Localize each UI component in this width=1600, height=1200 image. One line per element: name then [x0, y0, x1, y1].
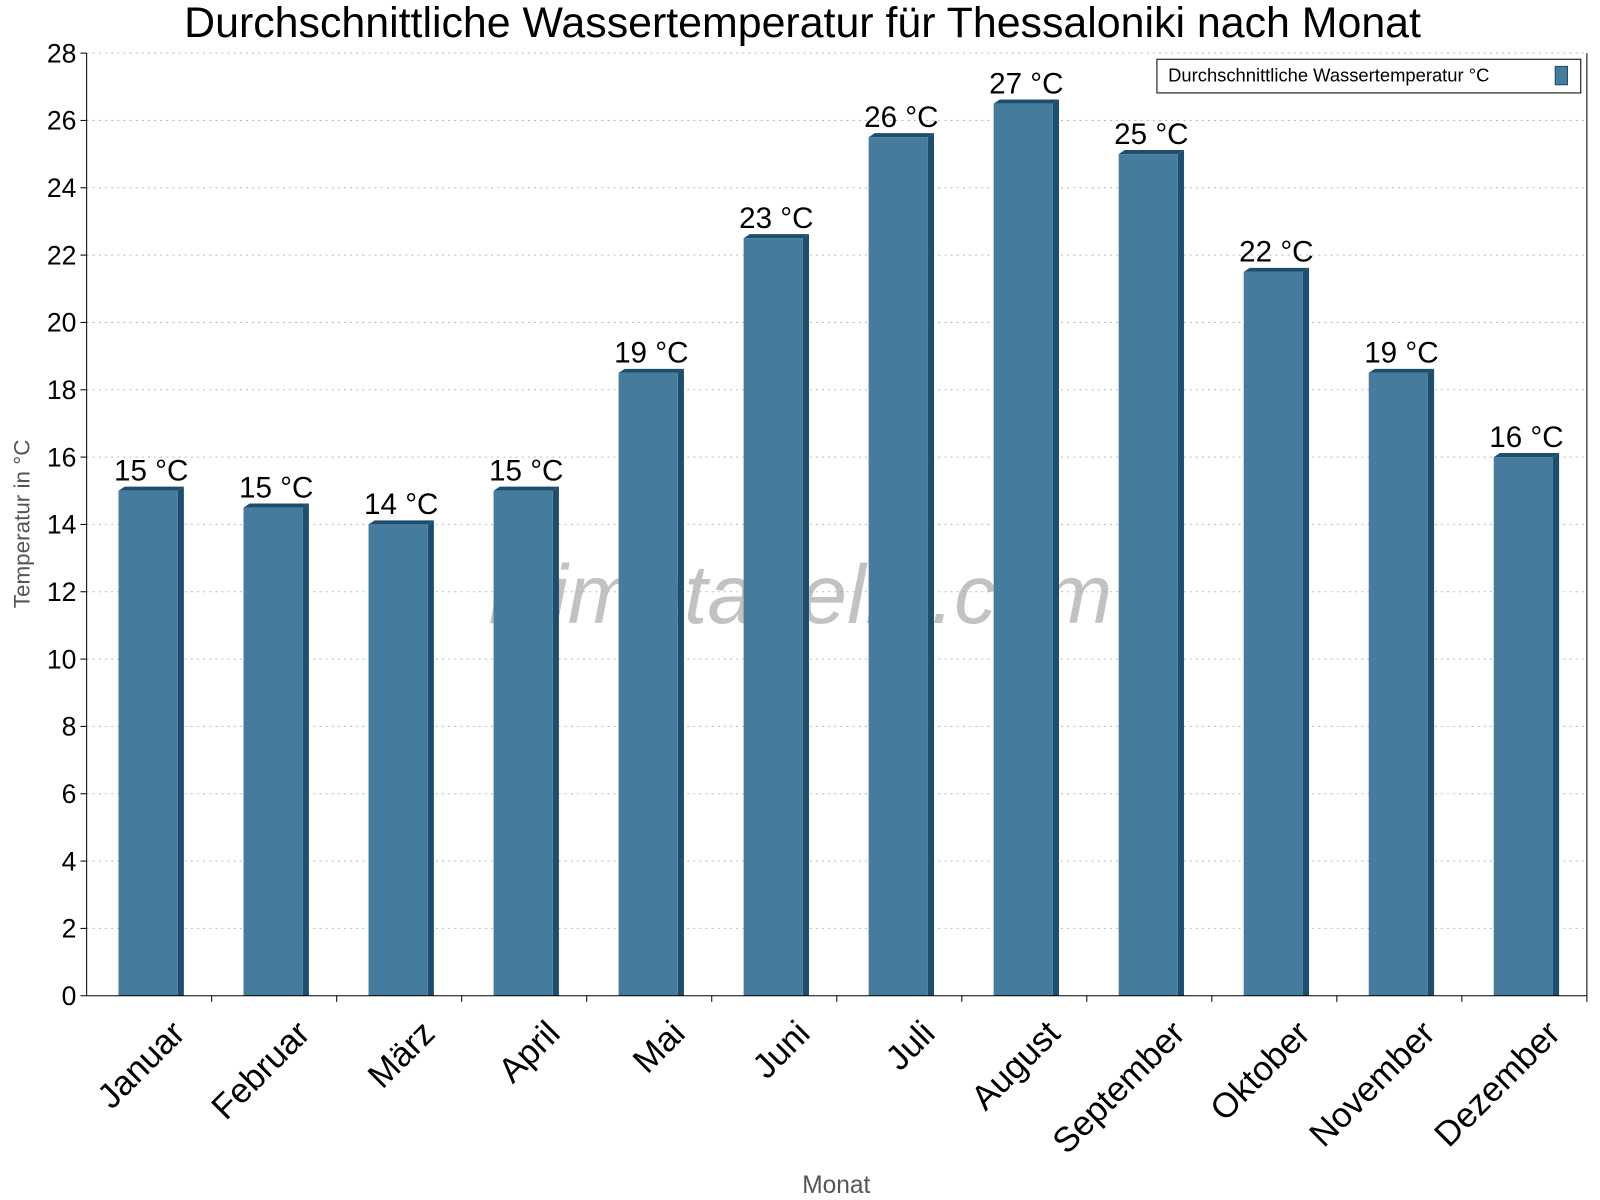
bar	[1368, 372, 1428, 996]
data-label: 26 °C	[864, 101, 938, 134]
bar-top	[618, 368, 684, 373]
y-tick-label: 24	[47, 173, 77, 203]
y-tick-label: 26	[47, 106, 77, 136]
bar-side	[177, 486, 184, 996]
data-label: 22 °C	[1239, 236, 1313, 269]
bar	[743, 238, 803, 996]
x-tick-label: September	[1046, 1014, 1193, 1161]
bar-top	[493, 486, 559, 491]
data-label: 15 °C	[239, 471, 313, 504]
data-label: 19 °C	[614, 337, 688, 370]
bar-side	[552, 486, 559, 996]
bar-top	[1243, 267, 1310, 272]
y-tick-label: 2	[62, 914, 77, 944]
bar-side	[1052, 99, 1060, 996]
x-tick-label: Juli	[879, 1014, 943, 1078]
y-tick-label: 12	[47, 577, 77, 607]
data-label: 19 °C	[1364, 337, 1438, 370]
y-tick-label: 20	[47, 308, 77, 338]
bar-top	[118, 486, 184, 491]
bar	[1243, 271, 1303, 996]
y-tick-label: 0	[62, 981, 77, 1011]
x-tick-label: Dezember	[1428, 1014, 1568, 1154]
bar-top	[1368, 368, 1435, 373]
bar-side	[927, 133, 934, 996]
x-tick-label: Mai	[626, 1014, 692, 1080]
bar-side	[427, 520, 434, 996]
y-tick-label: 16	[47, 442, 77, 472]
y-tick-label: 18	[47, 375, 77, 405]
bar	[368, 524, 428, 996]
bar-side	[802, 234, 809, 996]
x-tick-label: Juni	[746, 1014, 818, 1086]
x-tick-label: November	[1303, 1014, 1443, 1154]
data-label: 16 °C	[1489, 421, 1563, 454]
bar-top	[743, 234, 809, 239]
bar	[618, 372, 678, 996]
bar-top	[243, 503, 309, 508]
legend-swatch	[1554, 65, 1568, 86]
bar	[868, 137, 928, 996]
bar	[118, 490, 178, 996]
y-tick-label: 14	[47, 510, 77, 540]
data-label: 14 °C	[364, 488, 438, 521]
bar	[1118, 154, 1178, 996]
y-tick-label: 10	[47, 644, 77, 674]
x-tick-label: April	[491, 1014, 567, 1090]
bar-side	[1552, 453, 1560, 996]
y-tick-label: 28	[47, 38, 77, 68]
y-axis-label: Temperatur in °C	[9, 440, 34, 609]
legend-label: Durchschnittliche Wassertemperatur °C	[1168, 65, 1489, 86]
x-tick-label: Januar	[90, 1014, 192, 1116]
data-label: 25 °C	[1114, 118, 1188, 151]
bar	[243, 507, 303, 996]
y-tick-label: 8	[62, 712, 77, 742]
bar-top	[368, 520, 434, 525]
chart-title: Durchschnittliche Wassertemperatur für T…	[184, 0, 1421, 47]
x-tick-label: Oktober	[1203, 1014, 1317, 1128]
bar-side	[1427, 368, 1435, 996]
x-tick-label: August	[964, 1014, 1068, 1118]
y-tick-label: 6	[62, 779, 77, 809]
data-label: 23 °C	[739, 202, 813, 235]
bar-top	[868, 133, 934, 138]
y-tick-label: 4	[62, 846, 77, 876]
x-axis-label: Monat	[802, 1172, 870, 1199]
bar-top	[1118, 150, 1185, 155]
data-label: 15 °C	[489, 455, 563, 488]
bar-side	[1177, 150, 1185, 996]
bar	[1493, 457, 1553, 996]
legend: Durchschnittliche Wassertemperatur °C	[1156, 58, 1582, 94]
bar-top	[993, 99, 1060, 104]
bar-side	[677, 368, 684, 996]
x-tick-label: März	[361, 1014, 442, 1095]
bar-side	[302, 503, 309, 996]
bar-top	[1493, 453, 1560, 458]
bar	[993, 103, 1053, 996]
bar-side	[1302, 267, 1310, 996]
x-tick-label: Februar	[205, 1014, 318, 1127]
data-label: 15 °C	[114, 455, 188, 488]
y-tick-label: 22	[47, 240, 77, 270]
bar	[493, 490, 553, 996]
data-label: 27 °C	[989, 67, 1063, 100]
